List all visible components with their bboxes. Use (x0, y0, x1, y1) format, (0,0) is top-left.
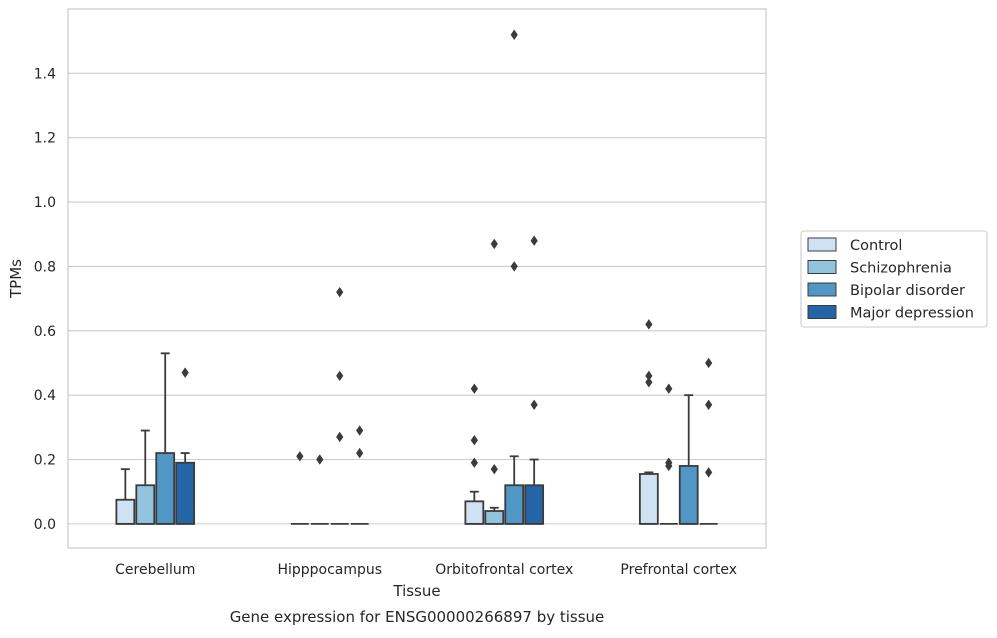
outlier-point (705, 399, 713, 411)
legend-entry: Control (850, 238, 902, 254)
outlier-point (665, 383, 673, 394)
x-tick-label: Cerebellum (115, 562, 195, 578)
box-schizophrenia (135, 429, 156, 525)
legend: Control Schizophrenia Bipolar disorder Majo… (800, 230, 988, 328)
legend-swatch (807, 305, 837, 319)
box-control (464, 490, 485, 525)
box-major-depression (175, 452, 196, 525)
y-tick-label: 0.6 (34, 324, 56, 340)
outlier-point (530, 399, 538, 411)
outlier-point (645, 319, 653, 330)
box-schizophrenia (484, 506, 505, 525)
y-tick-label: 0.2 (34, 453, 56, 469)
box-body (504, 484, 525, 525)
legend-entry: Major depression (850, 306, 974, 322)
y-tick-label: 1.4 (34, 66, 56, 82)
boxes (115, 352, 718, 525)
box-control (638, 471, 659, 525)
outlier-point (665, 460, 673, 472)
outlier-point (705, 467, 713, 478)
x-tick-label: Prefrontal cortex (620, 562, 737, 578)
box-body (155, 452, 176, 525)
outlier-point (336, 431, 344, 443)
legend-swatch (807, 260, 837, 274)
x-axis-label: Tissue (392, 582, 440, 600)
outlier-point (336, 286, 344, 298)
outlier-point (705, 357, 713, 369)
box-body (678, 465, 699, 525)
box-body (464, 500, 485, 525)
outlier-point (336, 370, 344, 382)
y-axis-label: TPMs (7, 259, 25, 299)
box-body (484, 510, 505, 525)
legend-swatch (807, 282, 837, 297)
x-tick-label: Hipppocampus (277, 562, 382, 578)
x-tick-label: Orbitofrontal cortex (435, 562, 573, 578)
outlier-point (470, 457, 478, 468)
outlier-point (470, 383, 478, 394)
box-body (115, 498, 136, 525)
outlier-point (470, 435, 478, 446)
y-tick-label: 0.4 (34, 388, 56, 404)
box-bipolar-disorder (678, 394, 699, 525)
box-bipolar-disorder (504, 455, 525, 525)
box-major-depression (524, 458, 545, 525)
outlier-point (356, 447, 364, 459)
y-tick-label: 0.0 (34, 517, 56, 533)
legend-entry: Schizophrenia (850, 261, 952, 277)
chart-caption: Gene expression for ENSG00000266897 by t… (230, 608, 605, 626)
outlier-point (490, 463, 498, 475)
outlier-point (356, 425, 364, 436)
box-body (524, 484, 545, 525)
box-body (135, 484, 156, 525)
outlier-point (530, 235, 538, 246)
legend-swatch (807, 237, 837, 252)
outlier-point (645, 370, 653, 382)
outlier-point (316, 454, 324, 465)
box-bipolar-disorder (155, 352, 176, 525)
outlier-point (510, 29, 518, 40)
outlier-point (510, 261, 518, 272)
box-body (638, 473, 659, 525)
outlier-point (296, 451, 304, 462)
y-tick-label: 1.0 (34, 195, 56, 211)
y-tick-label: 1.2 (34, 131, 56, 147)
x-tick-labels: Cerebellum Hipppocampus Orbitofrontal cort… (115, 562, 737, 578)
legend-frame (800, 230, 988, 328)
outlier-point (490, 238, 498, 250)
box-body (175, 461, 196, 525)
plot-frame (67, 8, 767, 549)
legend-entry: Bipolar disorder (850, 283, 965, 299)
box-control (115, 468, 136, 525)
outliers (181, 29, 713, 478)
outlier-point (645, 377, 653, 388)
y-tick-labels: 0.0 0.2 0.4 0.6 0.8 1.0 1.2 1.4 (34, 66, 56, 533)
outlier-point (181, 367, 189, 378)
y-tick-label: 0.8 (34, 259, 56, 275)
